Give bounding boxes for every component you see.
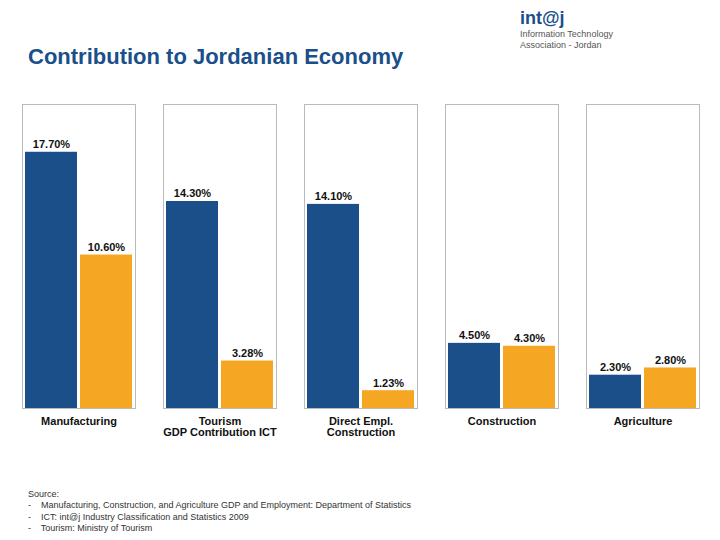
html-text:Source: - Manufacturing, Const: Source: - Manufacturing, Construction, a… — [28, 489, 411, 533]
svg-text:3.28%: 3.28% — [232, 347, 263, 359]
svg-text:Construction: Construction — [468, 415, 537, 427]
svg-text:17.70%: 17.70% — [33, 138, 71, 150]
svg-text:Direct Empl.Construction: Direct Empl.Construction — [327, 415, 396, 438]
svg-text:14.30%: 14.30% — [174, 187, 212, 199]
svg-text:4.50%: 4.50% — [459, 329, 490, 341]
svg-text:Manufacturing: Manufacturing — [41, 415, 117, 427]
svg-text:4.30%: 4.30% — [514, 332, 545, 344]
html-text:Contribution to Jordanian Econ: Contribution to Jordanian Economy — [28, 44, 404, 69]
html-text:Information Technology Associa: Information Technology Association - Jor… — [520, 29, 613, 50]
svg-text:2.30%: 2.30% — [600, 361, 631, 373]
svg-text:1.23%: 1.23% — [373, 377, 404, 389]
svg-text:Agriculture: Agriculture — [614, 415, 673, 427]
svg-text:14.10%: 14.10% — [315, 190, 353, 202]
html-text:int@j: int@j — [520, 8, 565, 28]
svg-text:10.60%: 10.60% — [88, 241, 126, 253]
svg-text:TourismGDP Contribution ICT: TourismGDP Contribution ICT — [163, 415, 277, 438]
svg-text:2.80%: 2.80% — [655, 354, 686, 366]
